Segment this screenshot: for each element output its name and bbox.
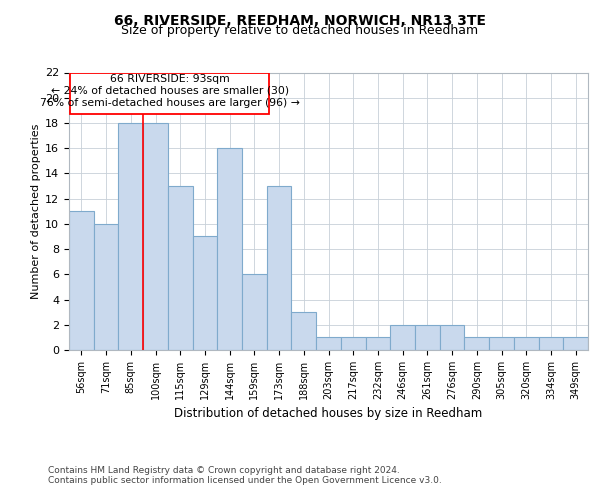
Bar — [292, 312, 316, 350]
Bar — [168, 186, 193, 350]
X-axis label: Distribution of detached houses by size in Reedham: Distribution of detached houses by size … — [175, 408, 482, 420]
Text: 76% of semi-detached houses are larger (96) →: 76% of semi-detached houses are larger (… — [40, 98, 299, 108]
Bar — [440, 325, 464, 350]
Y-axis label: Number of detached properties: Number of detached properties — [31, 124, 41, 299]
Text: Contains HM Land Registry data © Crown copyright and database right 2024.: Contains HM Land Registry data © Crown c… — [48, 466, 400, 475]
Bar — [316, 338, 341, 350]
Bar — [341, 338, 365, 350]
Text: Size of property relative to detached houses in Reedham: Size of property relative to detached ho… — [121, 24, 479, 37]
FancyBboxPatch shape — [70, 72, 269, 114]
Bar — [217, 148, 242, 350]
Bar — [390, 325, 415, 350]
Bar — [118, 123, 143, 350]
Bar — [489, 338, 514, 350]
Text: ← 24% of detached houses are smaller (30): ← 24% of detached houses are smaller (30… — [50, 86, 289, 96]
Bar — [94, 224, 118, 350]
Text: 66 RIVERSIDE: 93sqm: 66 RIVERSIDE: 93sqm — [110, 74, 230, 85]
Bar — [143, 123, 168, 350]
Bar — [514, 338, 539, 350]
Bar — [464, 338, 489, 350]
Bar — [242, 274, 267, 350]
Bar — [193, 236, 217, 350]
Text: 66, RIVERSIDE, REEDHAM, NORWICH, NR13 3TE: 66, RIVERSIDE, REEDHAM, NORWICH, NR13 3T… — [114, 14, 486, 28]
Bar — [365, 338, 390, 350]
Bar — [267, 186, 292, 350]
Bar — [69, 211, 94, 350]
Bar — [563, 338, 588, 350]
Text: Contains public sector information licensed under the Open Government Licence v3: Contains public sector information licen… — [48, 476, 442, 485]
Bar — [539, 338, 563, 350]
Bar — [415, 325, 440, 350]
